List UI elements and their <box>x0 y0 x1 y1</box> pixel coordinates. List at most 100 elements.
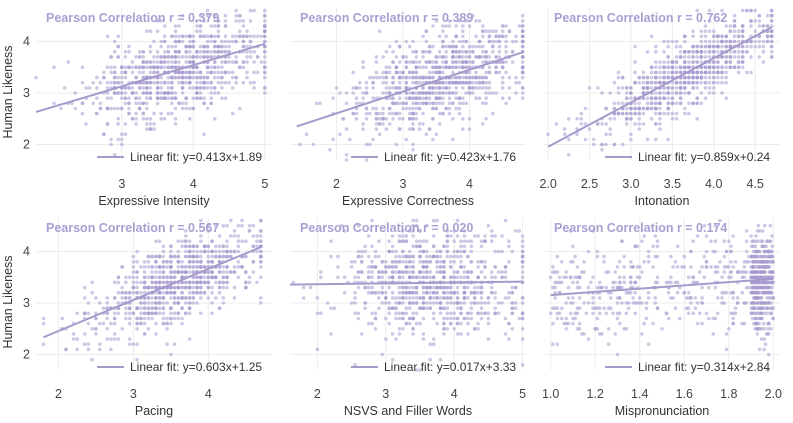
data-point <box>765 24 770 28</box>
data-point <box>641 86 646 90</box>
x-axis-label: Intonation <box>635 194 690 208</box>
data-point <box>421 86 425 90</box>
data-point <box>154 332 158 336</box>
data-point <box>757 19 762 23</box>
data-point <box>170 65 174 70</box>
data-point <box>161 316 166 321</box>
data-point <box>195 285 199 290</box>
data-point <box>407 285 412 290</box>
x-tick-label: 4.0 <box>705 177 722 191</box>
data-point <box>98 80 103 85</box>
data-point <box>298 142 302 147</box>
data-point <box>159 60 163 64</box>
data-point <box>771 316 775 321</box>
data-point <box>455 270 460 274</box>
data-point <box>411 260 415 264</box>
data-point <box>411 275 415 280</box>
data-point <box>595 316 600 321</box>
data-point <box>165 265 169 269</box>
data-point <box>202 86 206 90</box>
data-point <box>227 80 231 85</box>
data-point <box>699 39 704 44</box>
data-point <box>236 239 241 243</box>
data-point <box>394 142 399 147</box>
data-point <box>740 55 745 59</box>
data-point <box>452 311 457 316</box>
data-point <box>391 60 395 64</box>
data-point <box>683 39 687 44</box>
data-point <box>116 117 120 121</box>
data-point <box>238 65 242 70</box>
data-point <box>745 8 749 13</box>
data-point <box>109 137 113 142</box>
data-point <box>740 50 745 54</box>
data-point <box>227 50 231 54</box>
data-point <box>263 91 267 95</box>
data-point <box>169 296 173 300</box>
data-point <box>112 65 117 70</box>
data-point <box>221 301 226 305</box>
data-point <box>646 254 651 259</box>
data-point <box>573 254 577 259</box>
data-point <box>520 239 525 243</box>
data-point <box>481 86 485 90</box>
data-point <box>491 111 495 116</box>
data-point <box>675 244 680 249</box>
data-point <box>245 44 249 49</box>
data-point <box>380 285 385 290</box>
data-point <box>629 265 633 269</box>
data-point <box>263 24 267 28</box>
data-point <box>363 285 368 290</box>
data-point <box>157 254 162 259</box>
data-point <box>421 306 426 311</box>
data-point <box>469 316 474 321</box>
data-point <box>166 50 171 54</box>
data-point <box>216 91 221 95</box>
data-point <box>637 111 641 116</box>
x-axis-label: Expressive Correctness <box>342 194 474 208</box>
data-point <box>259 249 263 254</box>
data-point <box>428 254 433 259</box>
data-point <box>198 24 203 28</box>
data-point <box>620 101 625 106</box>
data-point <box>411 91 415 95</box>
data-point <box>658 111 662 116</box>
data-point <box>166 44 171 49</box>
data-point <box>666 55 670 59</box>
data-point <box>180 86 185 90</box>
data-point <box>625 111 629 116</box>
data-point <box>469 301 474 305</box>
data-point <box>678 70 683 75</box>
data-point <box>404 65 409 70</box>
data-point <box>703 75 708 80</box>
data-point <box>744 239 749 243</box>
data-point <box>384 65 389 70</box>
data-point <box>172 311 177 316</box>
data-point <box>720 65 724 70</box>
data-point <box>199 234 203 238</box>
legend-label: Linear fit: y=0.017x+3.33 <box>384 360 516 374</box>
y-tick-label: 2 <box>23 348 30 362</box>
data-point <box>401 316 405 321</box>
data-point <box>674 70 679 75</box>
data-point <box>691 60 695 64</box>
data-point <box>434 86 439 90</box>
data-point <box>366 321 371 326</box>
data-point <box>141 117 146 121</box>
legend-label: Linear fit: y=0.423x+1.76 <box>384 150 516 164</box>
data-point <box>209 91 213 95</box>
data-point <box>441 65 445 70</box>
data-point <box>625 117 629 121</box>
data-point <box>202 132 206 136</box>
data-point <box>751 249 756 254</box>
data-point <box>670 96 675 100</box>
data-point <box>421 34 425 39</box>
data-point <box>223 44 228 49</box>
data-point <box>142 306 147 311</box>
data-point <box>97 301 102 305</box>
data-point <box>157 275 162 280</box>
data-point <box>370 218 374 223</box>
data-point <box>210 249 214 254</box>
data-point <box>421 270 426 274</box>
data-point <box>154 301 158 305</box>
